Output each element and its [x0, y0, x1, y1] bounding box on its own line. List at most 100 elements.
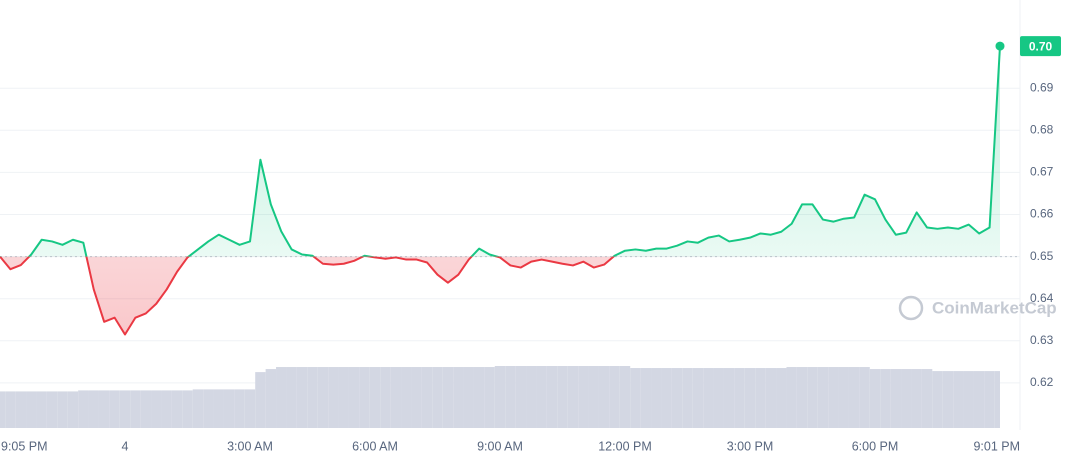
volume-bar	[963, 371, 974, 428]
volume-bar	[890, 369, 902, 428]
volume-bar	[859, 367, 870, 428]
volume-bar	[505, 366, 516, 428]
volume-bar	[828, 367, 839, 428]
volume-bar	[807, 367, 818, 428]
x-tick-label: 3:00 PM	[727, 439, 774, 453]
volume-bar	[463, 367, 474, 428]
volume-bar	[598, 366, 610, 428]
volume-bar	[5, 391, 16, 428]
price-line-up	[0, 46, 1001, 257]
volume-bar	[161, 390, 172, 428]
y-tick-label: 0.67	[1030, 165, 1054, 179]
volume-bar	[734, 368, 745, 428]
volume-bar	[182, 390, 193, 428]
y-tick-label: 0.69	[1030, 80, 1054, 94]
volume-bar	[203, 389, 214, 428]
volume-bar	[234, 389, 245, 428]
x-tick-label: 6:00 AM	[352, 439, 398, 453]
price-badge	[1020, 36, 1061, 57]
volume-bar	[328, 367, 339, 428]
volume-bar	[348, 367, 360, 428]
volume-bar	[765, 368, 777, 428]
volume-bar	[786, 367, 797, 428]
volume-bar	[421, 367, 433, 428]
volume-bar	[661, 368, 672, 428]
volume-bar	[119, 390, 131, 428]
volume-bar	[796, 367, 808, 428]
volume-bar	[984, 371, 995, 428]
volume-bar	[942, 371, 954, 428]
x-tick-label: 9:00 AM	[477, 439, 523, 453]
x-tick-label: 6:00 PM	[852, 439, 899, 453]
volume-bar	[401, 367, 412, 428]
volume-bar	[36, 391, 47, 428]
volume-bar	[880, 369, 891, 428]
volume-bar	[901, 369, 912, 428]
volume-bar	[78, 390, 89, 428]
volume-bar	[432, 367, 443, 428]
y-tick-label: 0.65	[1030, 249, 1054, 263]
volume-bar	[744, 368, 756, 428]
watermark-logo	[898, 295, 924, 321]
x-tick-label: 9:05 PM	[1, 439, 48, 453]
volume-bar	[411, 367, 422, 428]
volume-bar	[515, 366, 527, 428]
x-tick-label: 9:01 PM	[973, 439, 1020, 453]
price-badge-label: 0.70	[1029, 39, 1053, 53]
volume-bar	[453, 367, 464, 428]
volume-bar	[359, 367, 370, 428]
volume-bar	[640, 368, 652, 428]
volume-bar	[46, 391, 58, 428]
volume-bar	[380, 367, 391, 428]
volume-bar	[0, 391, 6, 428]
volume-bar	[255, 372, 266, 428]
volume-bar	[276, 367, 287, 428]
last-point	[995, 41, 1005, 51]
area-down	[0, 256, 614, 335]
volume-bar	[98, 390, 110, 428]
volume-bar	[588, 366, 599, 428]
y-tick-label: 0.64	[1030, 291, 1054, 305]
volume-bar	[130, 390, 141, 428]
volume-bar	[140, 390, 152, 428]
volume-bar	[692, 368, 704, 428]
volume-bar	[838, 367, 849, 428]
price-line-down	[0, 256, 616, 336]
volume-bar	[151, 390, 162, 428]
volume-bar	[703, 368, 714, 428]
volume-bar	[67, 391, 79, 428]
volume-bar	[557, 366, 568, 428]
volume-bar	[567, 366, 579, 428]
volume-bar	[244, 389, 256, 428]
volume-bar	[671, 368, 683, 428]
y-tick-label: 0.68	[1030, 122, 1054, 136]
volume-bar	[578, 366, 589, 428]
volume-bar	[265, 369, 277, 428]
volume-bar	[296, 367, 308, 428]
volume-bar	[817, 367, 829, 428]
y-tick-label: 0.62	[1030, 375, 1054, 389]
volume-bar	[869, 369, 881, 428]
volume-bar	[192, 389, 204, 428]
volume-bar	[609, 366, 620, 428]
volume-bar	[630, 368, 641, 428]
volume-bar	[338, 367, 349, 428]
watermark-text: CoinMarketCap	[932, 298, 1057, 317]
volume-bar	[973, 371, 985, 428]
volume-bar	[932, 371, 943, 428]
volume-bar	[317, 367, 329, 428]
volume-bar	[57, 391, 68, 428]
x-tick-label: 4	[122, 439, 129, 453]
volume-bar	[26, 391, 37, 428]
volume-bars	[0, 366, 1000, 428]
x-tick-label: 3:00 AM	[227, 439, 273, 453]
volume-bar	[484, 367, 495, 428]
volume-bar	[15, 391, 27, 428]
volume-bar	[848, 367, 860, 428]
volume-bar	[536, 366, 547, 428]
volume-bar	[286, 367, 297, 428]
volume-bar	[213, 389, 224, 428]
volume-bar	[723, 368, 735, 428]
volume-bar	[755, 368, 766, 428]
